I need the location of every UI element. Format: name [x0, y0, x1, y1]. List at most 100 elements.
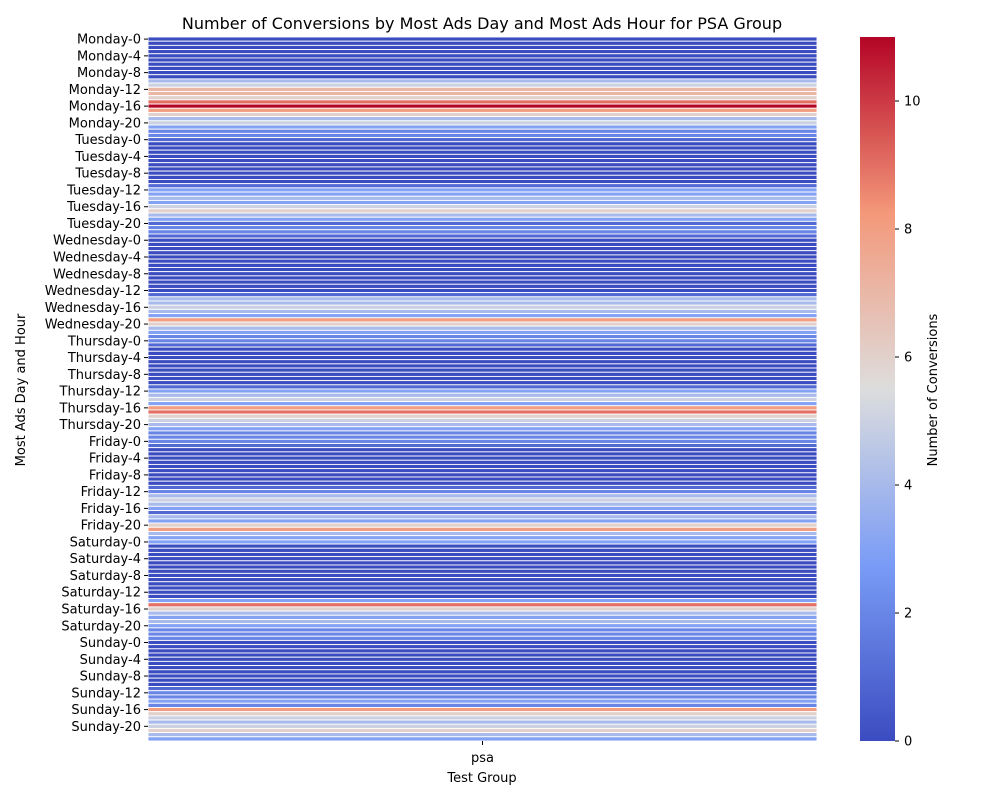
- heatmap-cell: [147, 57, 818, 63]
- colorbar: [860, 37, 895, 741]
- heatmap-cell: [147, 36, 818, 42]
- heatmap-cell: [147, 732, 818, 738]
- y-tick-label: Monday-4: [77, 49, 141, 64]
- heatmap-cell: [147, 522, 818, 528]
- heatmap-cell: [147, 338, 818, 344]
- heatmap-cell: [147, 589, 818, 595]
- heatmap-cell: [147, 78, 818, 84]
- heatmap-cell: [147, 593, 818, 599]
- heatmap-cell: [147, 707, 818, 713]
- heatmap-cell: [147, 468, 818, 474]
- heatmap-cell: [147, 99, 818, 105]
- heatmap-cell: [147, 673, 818, 679]
- heatmap-cell: [147, 334, 818, 340]
- heatmap-cell: [147, 396, 818, 403]
- heatmap-cell: [147, 149, 818, 155]
- heatmap-cell: [147, 329, 818, 335]
- heatmap-cell: [147, 463, 818, 470]
- heatmap-cell: [147, 317, 818, 323]
- heatmap-cell: [147, 371, 818, 377]
- y-tick-label: Wednesday-16: [45, 301, 141, 316]
- y-tick-label: Saturday-20: [61, 619, 141, 634]
- heatmap-cell: [147, 363, 818, 369]
- y-tick-label: Wednesday-12: [45, 284, 141, 299]
- heatmap-cell: [147, 652, 818, 658]
- y-tick-label: Monday-16: [69, 100, 141, 115]
- heatmap-cell: [147, 141, 818, 147]
- y-tick-label: Wednesday-4: [53, 251, 141, 266]
- heatmap-cell: [147, 95, 818, 101]
- heatmap-cell: [147, 665, 818, 671]
- heatmap-cell: [147, 208, 818, 214]
- y-tick-label: Wednesday-20: [45, 318, 141, 333]
- heatmap-cell: [147, 459, 818, 465]
- heatmap-cell: [147, 296, 818, 302]
- y-tick-label: Friday-16: [81, 502, 141, 517]
- heatmap-cell: [147, 392, 818, 398]
- heatmap-cell: [147, 551, 818, 558]
- heatmap-cell: [147, 367, 818, 373]
- heatmap-cell: [147, 49, 818, 55]
- y-tick-label: Sunday-20: [71, 720, 141, 735]
- heatmap-cell: [147, 535, 818, 541]
- heatmap-cell: [147, 107, 818, 113]
- heatmap-cell: [147, 292, 818, 298]
- heatmap-cell: [147, 82, 818, 88]
- heatmap-cell: [147, 627, 818, 633]
- colorbar-tick-label: 2: [904, 607, 912, 622]
- y-tick-label: Monday-20: [69, 116, 141, 131]
- heatmap-cell: [147, 438, 818, 444]
- heatmap-cell: [147, 489, 818, 495]
- heatmap-cell: [147, 644, 818, 650]
- heatmap-cell: [147, 44, 818, 51]
- heatmap-cell: [147, 614, 818, 620]
- heatmap-cell: [147, 246, 818, 252]
- heatmap-cell: [147, 313, 818, 319]
- heatmap-cell: [147, 380, 818, 386]
- heatmap-cell: [147, 170, 818, 176]
- heatmap-cell: [147, 166, 818, 172]
- heatmap-cell: [147, 124, 818, 130]
- heatmap-cell: [147, 262, 818, 268]
- heatmap-cell: [147, 723, 818, 729]
- heatmap-cell: [147, 304, 818, 310]
- heatmap-cell: [147, 300, 818, 306]
- heatmap-cell: [147, 283, 818, 289]
- heatmap-cell: [147, 568, 818, 574]
- y-tick-label: Wednesday-8: [53, 267, 141, 282]
- y-tick-label: Tuesday-12: [66, 183, 141, 198]
- y-tick-label: Friday-20: [81, 519, 141, 534]
- heatmap-cell: [147, 619, 818, 625]
- heatmap-cell: [147, 153, 818, 159]
- heatmap-cell: [147, 648, 818, 654]
- heatmap-cell: [147, 216, 818, 222]
- heatmap-cell: [147, 162, 818, 168]
- heatmap-cell: [147, 271, 818, 277]
- heatmap-cell: [147, 375, 818, 382]
- heatmap-cell: [147, 711, 818, 717]
- heatmap-cell: [147, 572, 818, 579]
- heatmap-cell: [147, 417, 818, 423]
- heatmap-cell: [147, 639, 818, 646]
- y-tick-label: Thursday-20: [59, 418, 141, 433]
- heatmap-cell: [147, 602, 818, 608]
- y-tick-label: Friday-8: [89, 468, 141, 483]
- heatmap-cell: [147, 598, 818, 604]
- heatmap-cell: [147, 220, 818, 227]
- x-tick-label: psa: [471, 751, 494, 766]
- heatmap-cell: [147, 237, 818, 243]
- heatmap-cell: [147, 736, 818, 742]
- heatmap-cell: [147, 199, 818, 206]
- y-tick-label: Sunday-12: [71, 686, 141, 701]
- heatmap-cell: [147, 212, 818, 218]
- heatmap-cell: [147, 547, 818, 553]
- x-axis-label: Test Group: [446, 771, 516, 786]
- heatmap-cell: [147, 267, 818, 273]
- heatmap-cell: [147, 631, 818, 637]
- x-axis-ticks: psa: [471, 741, 494, 766]
- y-tick-label: Saturday-4: [70, 552, 141, 567]
- heatmap-cell: [147, 128, 818, 134]
- heatmap-cell: [147, 727, 818, 734]
- heatmap-cell: [147, 581, 818, 587]
